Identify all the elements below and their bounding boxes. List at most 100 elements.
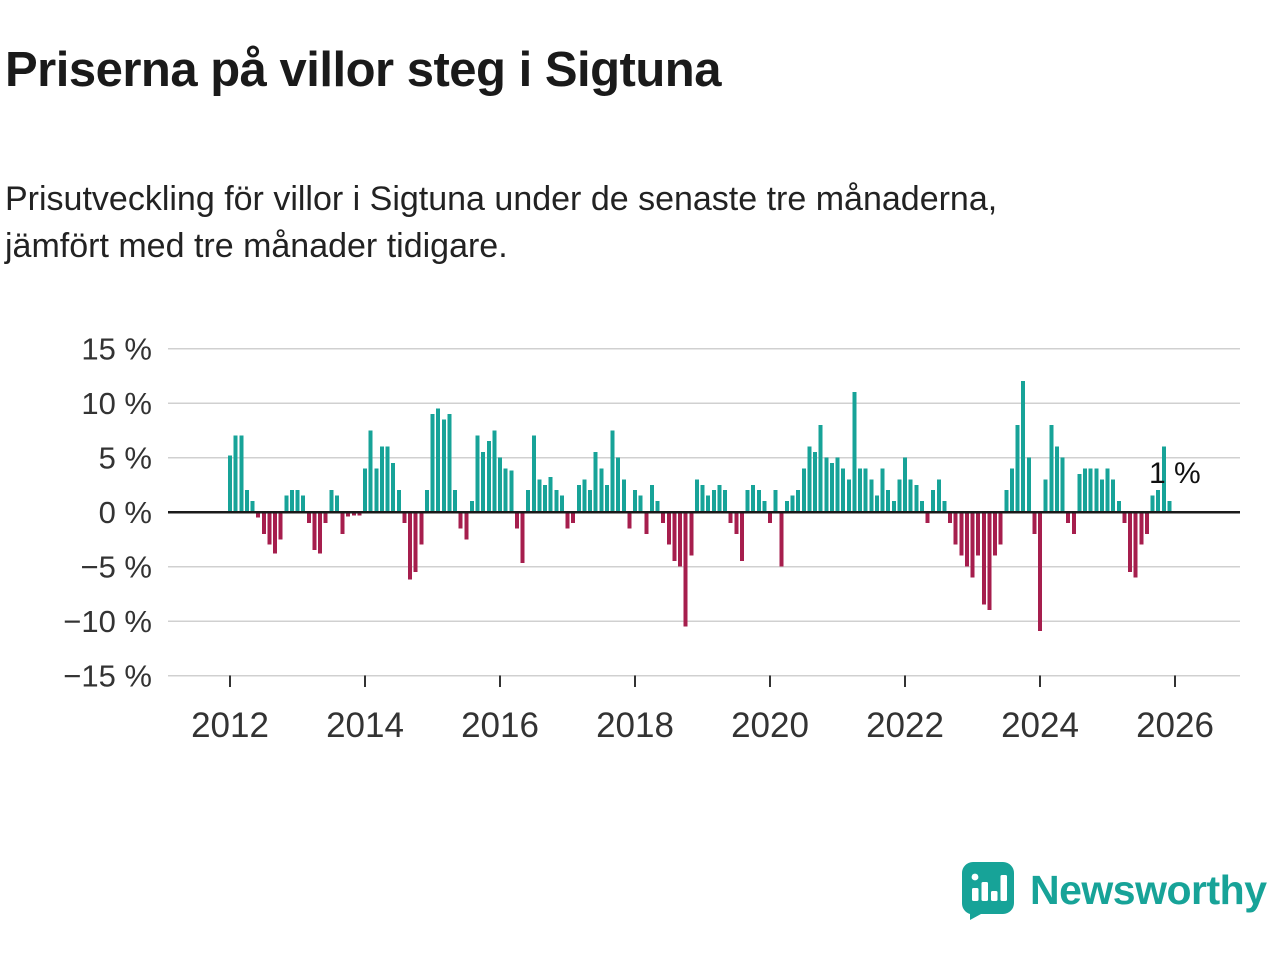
bar [368, 430, 373, 512]
bar [959, 512, 964, 556]
bar [1066, 512, 1071, 523]
y-tick-label: −10 % [63, 604, 152, 639]
bar [649, 484, 654, 512]
bar [1049, 424, 1054, 512]
bar [841, 468, 846, 512]
bar [436, 408, 441, 512]
x-tick-label: 2024 [1001, 706, 1079, 745]
bar [987, 512, 992, 611]
x-tick-label: 2016 [461, 706, 539, 745]
bar [413, 512, 418, 572]
bar [419, 512, 424, 545]
bar [318, 512, 322, 554]
bar [1111, 479, 1116, 512]
bar [1054, 446, 1059, 512]
bar [396, 490, 401, 512]
bar [908, 479, 913, 512]
bar [1015, 424, 1020, 512]
bar [846, 479, 851, 512]
bar [1032, 512, 1037, 534]
bar [548, 477, 553, 512]
bar [430, 413, 435, 512]
bar [486, 441, 491, 512]
bar [256, 512, 261, 518]
bar [447, 413, 452, 512]
bar [1088, 468, 1093, 512]
bar [768, 512, 772, 523]
bar [914, 484, 919, 512]
bar [363, 468, 367, 512]
y-tick-label: −5 % [80, 550, 152, 585]
bar [1004, 490, 1009, 512]
bar [481, 452, 486, 512]
bar [970, 512, 975, 578]
bar [323, 512, 328, 523]
y-tick-label: 0 % [99, 495, 152, 530]
bar [503, 468, 508, 512]
y-tick-label: 5 % [99, 441, 152, 476]
bar [1133, 512, 1138, 578]
bar [233, 435, 238, 512]
bar [391, 462, 396, 512]
bar [351, 512, 356, 516]
bar [1009, 468, 1014, 512]
bar [346, 512, 351, 517]
bar [244, 490, 249, 512]
x-tick-label: 2018 [596, 706, 674, 745]
bar [897, 479, 902, 512]
bar [976, 512, 981, 556]
bar [863, 468, 868, 512]
chart-subtitle: Prisutveckling för villor i Sigtuna unde… [5, 180, 998, 265]
bar [250, 501, 255, 512]
bar [700, 484, 705, 512]
bar [739, 512, 744, 562]
bar [689, 512, 694, 556]
bar [773, 490, 778, 512]
bar [301, 495, 306, 512]
bar [1099, 479, 1104, 512]
bar [801, 468, 806, 512]
bar [723, 490, 727, 512]
bar [543, 484, 547, 512]
bar [458, 512, 463, 529]
bar [273, 512, 277, 554]
bar [509, 470, 514, 512]
bar [498, 457, 502, 512]
bar [312, 512, 317, 551]
bar [408, 512, 412, 580]
bar [858, 468, 862, 512]
latest-value-annotation: 1 % [1149, 457, 1201, 490]
bar [807, 446, 812, 512]
x-tick-label: 2022 [866, 706, 944, 745]
bar [469, 501, 474, 512]
bar [582, 479, 587, 512]
bar [728, 512, 733, 523]
bar [711, 490, 716, 512]
bar [453, 490, 457, 512]
bar [919, 501, 924, 512]
bar [779, 512, 784, 567]
bar [295, 490, 300, 512]
bar [1167, 501, 1172, 512]
bar [610, 430, 615, 512]
bar [948, 512, 952, 523]
bar [1156, 490, 1161, 512]
bar [751, 484, 756, 512]
bar [936, 479, 941, 512]
bar [424, 490, 429, 512]
bar [818, 424, 823, 512]
bar [891, 501, 896, 512]
bar [599, 468, 604, 512]
bar [289, 490, 294, 512]
bar [1122, 512, 1127, 523]
bar [790, 495, 795, 512]
bar [717, 484, 722, 512]
bar [531, 435, 536, 512]
bar [329, 490, 334, 512]
bar [571, 512, 576, 523]
bar [903, 457, 907, 512]
x-tick-label: 2014 [326, 706, 404, 745]
bar [678, 512, 682, 567]
bar [576, 484, 581, 512]
